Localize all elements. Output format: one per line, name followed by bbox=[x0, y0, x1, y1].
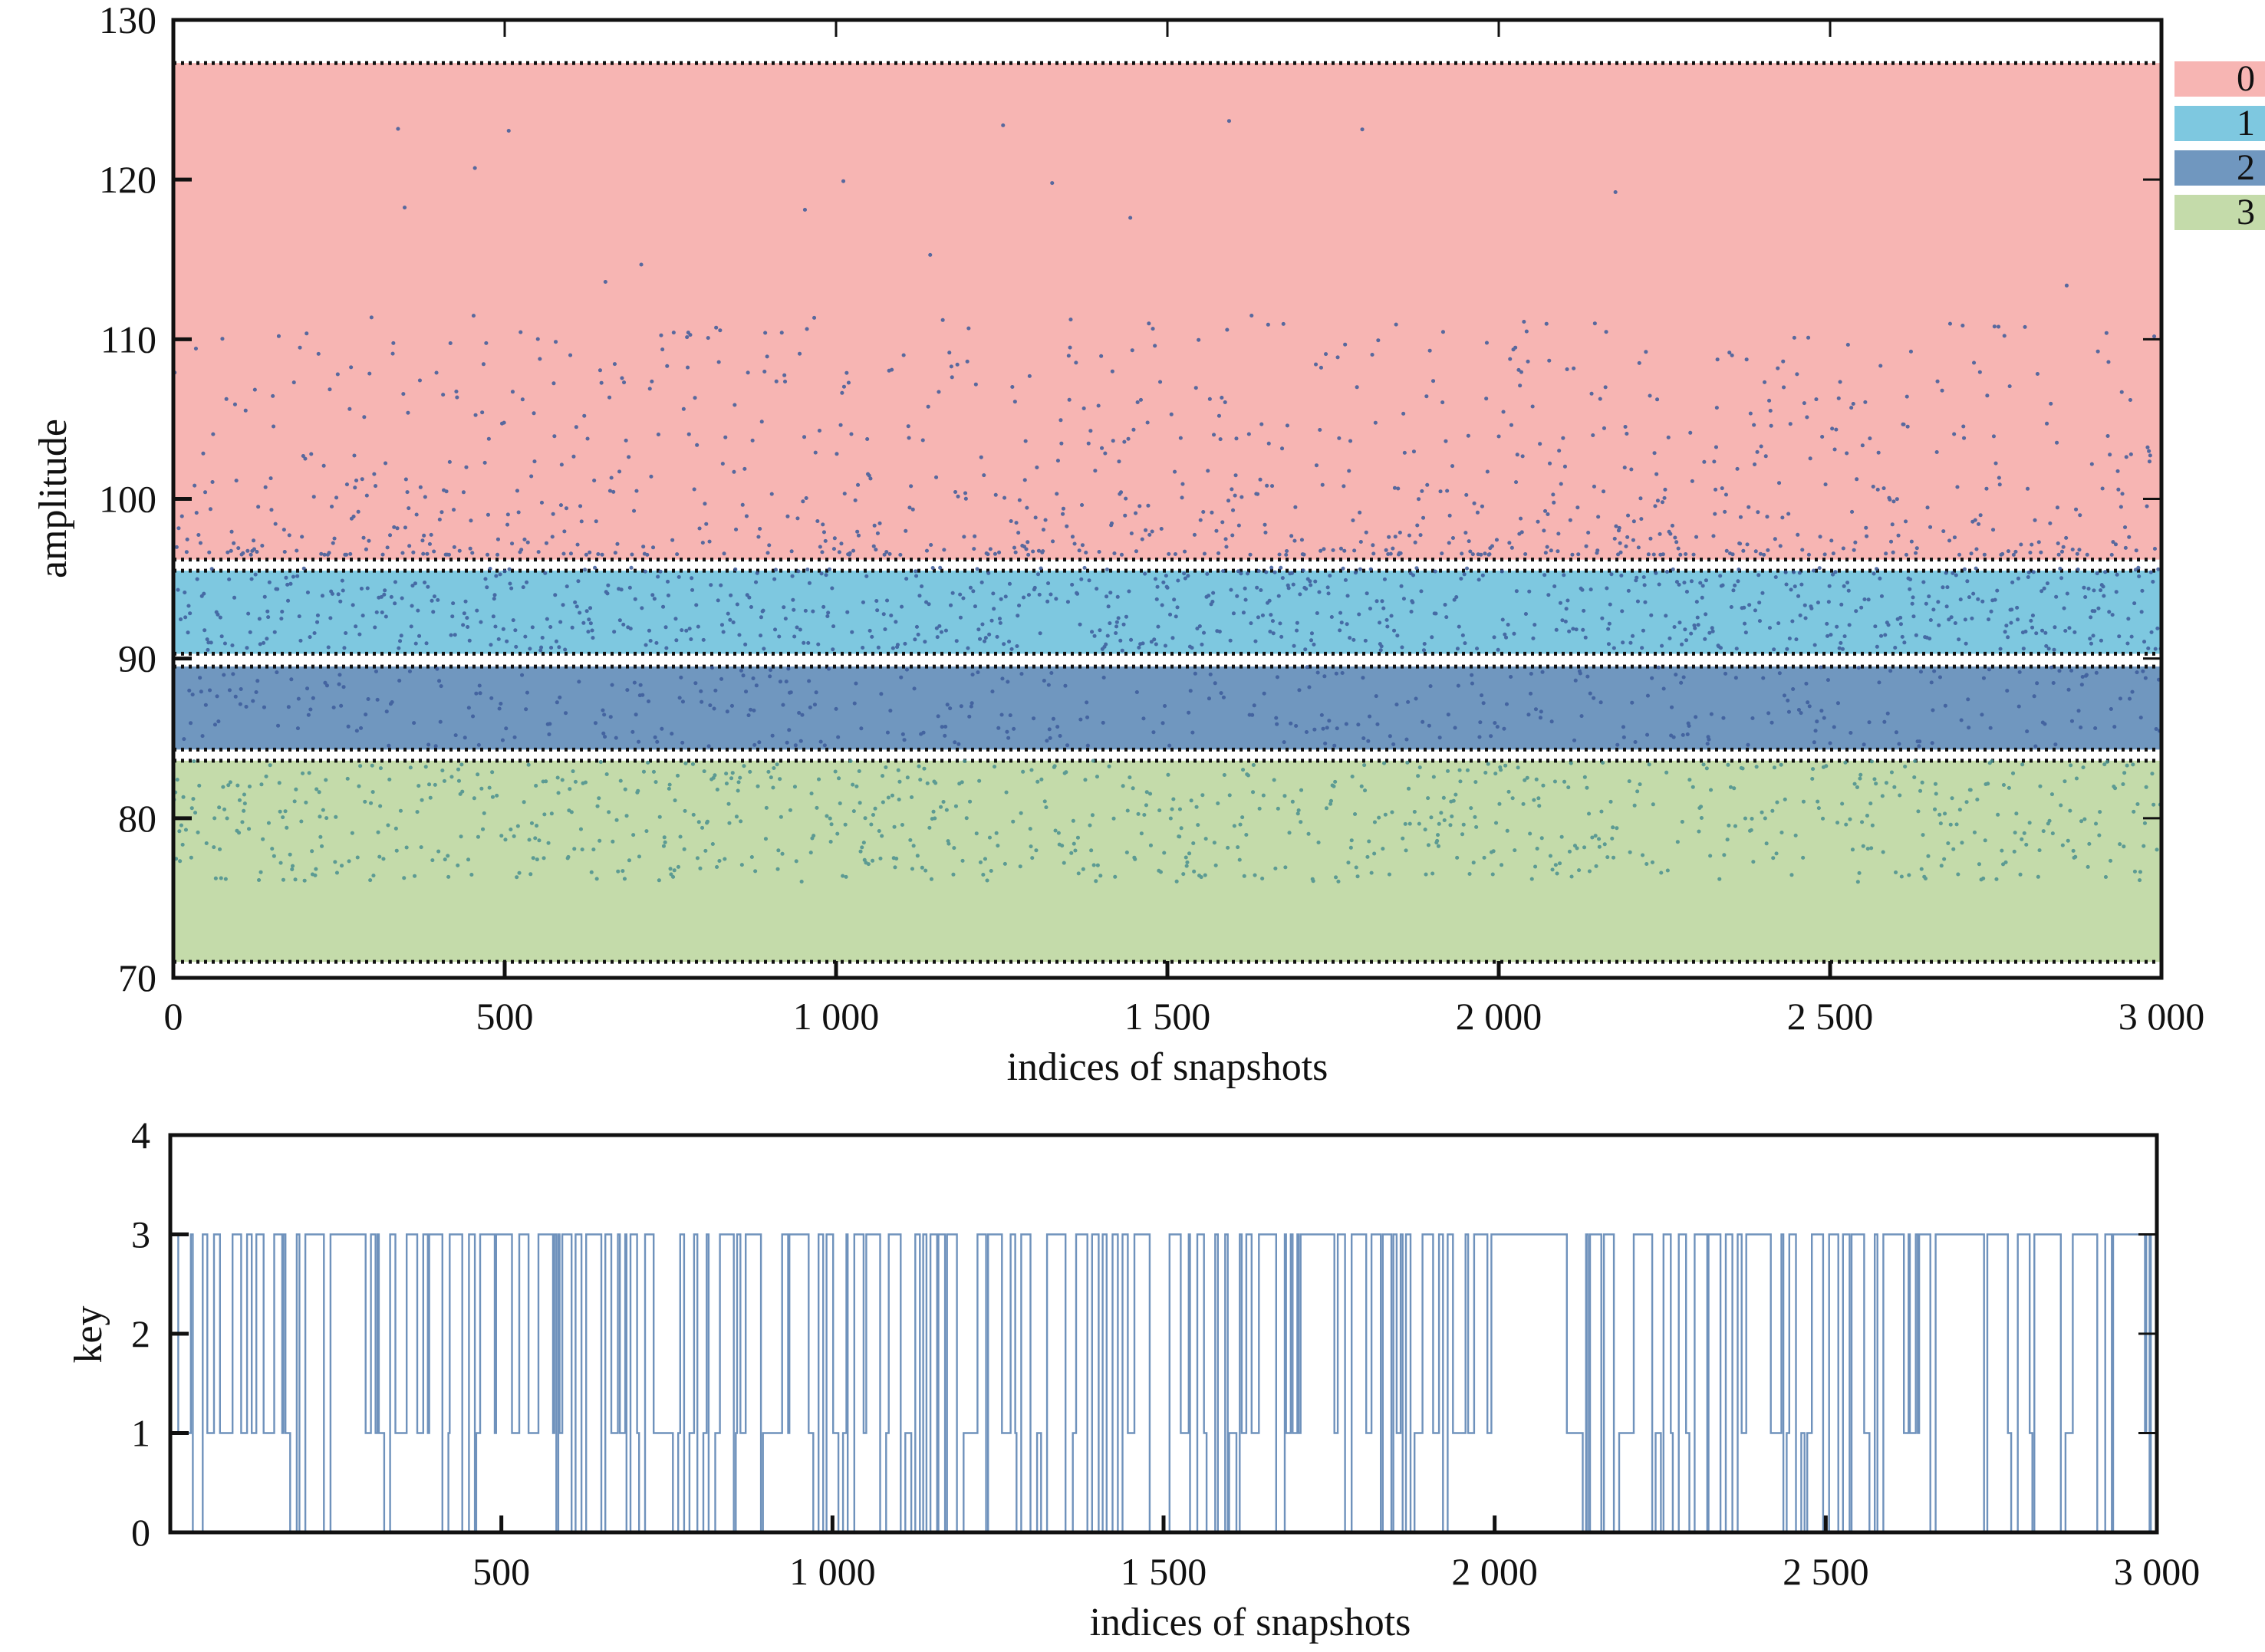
band-regions bbox=[173, 63, 2161, 963]
y-axis-title-bottom: key bbox=[67, 1305, 110, 1363]
legend-swatch-3 bbox=[2174, 195, 2265, 230]
key-line-chart: 500 1 000 1 500 2 000 2 500 3 000 0 1 2 3 4 indic… bbox=[67, 1114, 2200, 1644]
y-tick-label: 2 bbox=[131, 1312, 150, 1355]
y-tick-label: 1 bbox=[131, 1412, 150, 1455]
y-tick-label: 120 bbox=[99, 158, 156, 201]
y-tick-label: 3 bbox=[131, 1213, 150, 1256]
y-tick-label: 100 bbox=[99, 478, 156, 521]
x-tick-label: 500 bbox=[472, 1550, 530, 1593]
band-0 bbox=[173, 63, 2161, 560]
x-axis-title: indices of snapshots bbox=[1007, 1045, 1328, 1089]
x-tick-label: 3 000 bbox=[2118, 995, 2205, 1038]
legend-swatch-0 bbox=[2174, 61, 2265, 97]
legend-label-0: 0 bbox=[2237, 58, 2255, 99]
legend-label-2: 2 bbox=[2237, 147, 2255, 188]
x-tick-label: 1 000 bbox=[789, 1550, 876, 1593]
x-tick-label: 500 bbox=[476, 995, 534, 1038]
band-2 bbox=[173, 666, 2161, 750]
band-3 bbox=[173, 760, 2161, 963]
y-tick-label: 0 bbox=[131, 1511, 150, 1554]
x-tick-label: 2 500 bbox=[1787, 995, 1874, 1038]
key-series bbox=[170, 1233, 2157, 1532]
legend-swatch-1 bbox=[2174, 106, 2265, 141]
x-tick-label: 1 500 bbox=[1121, 1550, 1207, 1593]
y-tick-label: 110 bbox=[100, 318, 156, 360]
y-tick-label: 80 bbox=[118, 797, 156, 840]
key-series-line bbox=[170, 1233, 2157, 1532]
x-tick-label: 1 500 bbox=[1124, 995, 1211, 1038]
y-tick-label: 4 bbox=[131, 1114, 150, 1157]
x-axis-ticks: 0 500 1 000 1 500 2 000 2 500 3 000 bbox=[164, 20, 2205, 1038]
x-tick-label: 3 000 bbox=[2114, 1550, 2201, 1593]
y-tick-label: 130 bbox=[99, 0, 156, 41]
x-tick-label: 2 000 bbox=[1451, 1550, 1538, 1593]
legend-swatch-2 bbox=[2174, 150, 2265, 186]
x-tick-label: 2 000 bbox=[1456, 995, 1542, 1038]
x-tick-label: 1 000 bbox=[793, 995, 880, 1038]
x-tick-label: 2 500 bbox=[1783, 1550, 1869, 1593]
amplitude-scatter-chart: 0 500 1 000 1 500 2 000 2 500 3 000 7080901001… bbox=[31, 0, 2265, 1089]
x-axis-title-bottom: indices of snapshots bbox=[1090, 1601, 1411, 1644]
x-axis-ticks-bottom: 500 1 000 1 500 2 000 2 500 3 000 bbox=[472, 1515, 2200, 1593]
band-1 bbox=[173, 571, 2161, 654]
legend-label-1: 1 bbox=[2237, 103, 2255, 143]
y-tick-label: 70 bbox=[118, 956, 156, 999]
x-tick-label: 0 bbox=[164, 995, 183, 1038]
y-axis-title: amplitude bbox=[31, 419, 75, 578]
y-axis-ticks-bottom: 0 1 2 3 4 bbox=[131, 1114, 2157, 1554]
y-axis-ticks: 70 80 90 100 110 120 130 bbox=[99, 0, 2161, 999]
y-tick-label: 90 bbox=[118, 637, 156, 680]
legend-label-3: 3 bbox=[2237, 192, 2255, 232]
